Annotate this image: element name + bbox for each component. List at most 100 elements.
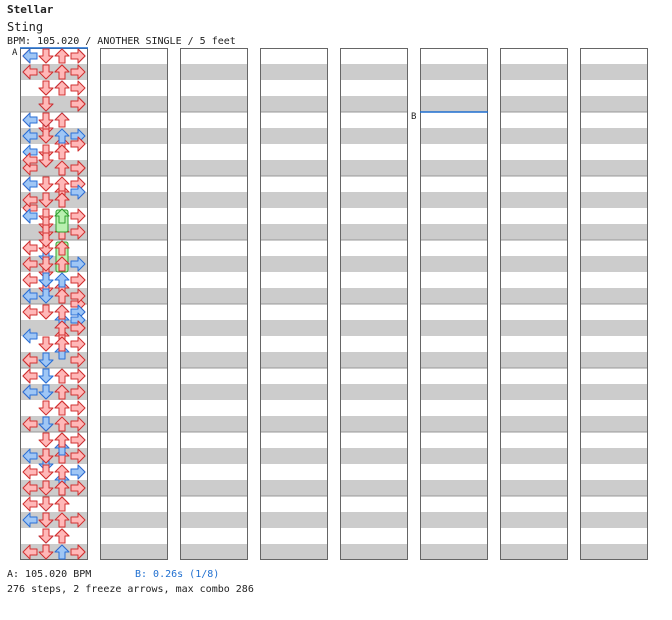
beat-stripe <box>180 352 248 368</box>
column-border <box>180 48 248 560</box>
right-arrow-icon <box>70 96 86 112</box>
beat-stripe <box>20 448 88 464</box>
right-arrow-icon <box>70 48 86 64</box>
up-arrow-icon <box>54 128 70 144</box>
beat-stripe <box>580 384 648 400</box>
down-arrow-icon <box>38 152 54 168</box>
beat-stripe <box>500 416 568 432</box>
beat-stripe <box>20 480 88 496</box>
beat-stripe <box>580 256 648 272</box>
marker-a-label: A <box>12 48 18 58</box>
left-arrow-icon <box>22 328 38 344</box>
right-arrow-icon <box>70 320 86 336</box>
beat-stripe <box>180 192 248 208</box>
up-arrow-icon <box>54 48 70 64</box>
beat-stripe <box>580 320 648 336</box>
beat-stripe <box>580 416 648 432</box>
beat-stripe <box>100 544 168 560</box>
up-arrow-icon <box>54 80 70 96</box>
right-arrow-icon <box>70 512 86 528</box>
column-border <box>100 48 168 560</box>
beat-stripe <box>100 128 168 144</box>
right-arrow-icon <box>70 368 86 384</box>
down-arrow-icon <box>38 368 54 384</box>
beat-stripe <box>500 160 568 176</box>
right-arrow-icon <box>70 136 86 152</box>
down-arrow-icon <box>38 400 54 416</box>
right-arrow-icon <box>70 336 86 352</box>
down-arrow-icon <box>38 496 54 512</box>
left-arrow-icon <box>22 448 38 464</box>
beat-stripe <box>500 320 568 336</box>
beat-stripe <box>180 224 248 240</box>
left-arrow-icon <box>22 128 38 144</box>
left-arrow-icon <box>22 384 38 400</box>
beat-stripe <box>180 288 248 304</box>
freeze-arrow-head-icon <box>54 208 70 224</box>
beat-stripe <box>340 128 408 144</box>
beat-stripe <box>20 416 88 432</box>
right-arrow-icon <box>70 352 86 368</box>
left-arrow-icon <box>22 48 38 64</box>
beat-stripe <box>340 416 408 432</box>
beat-stripe <box>260 224 328 240</box>
left-arrow-icon <box>22 512 38 528</box>
beat-stripe <box>180 320 248 336</box>
down-arrow-icon <box>38 272 54 288</box>
up-arrow-icon <box>54 176 70 192</box>
beat-stripe <box>260 544 328 560</box>
beat-stripe <box>340 288 408 304</box>
beat-stripe <box>580 224 648 240</box>
right-arrow-icon <box>70 224 86 240</box>
beat-stripe <box>420 224 488 240</box>
down-arrow-icon <box>38 544 54 560</box>
beat-stripe <box>580 128 648 144</box>
right-arrow-icon <box>70 184 86 200</box>
beat-stripe <box>340 224 408 240</box>
beat-stripe <box>580 512 648 528</box>
down-arrow-icon <box>38 256 54 272</box>
beat-stripe <box>260 64 328 80</box>
beat-stripe <box>420 192 488 208</box>
down-arrow-icon <box>38 192 54 208</box>
beat-stripe <box>420 480 488 496</box>
beat-stripe <box>260 160 328 176</box>
down-arrow-icon <box>38 352 54 368</box>
right-arrow-icon <box>70 416 86 432</box>
left-arrow-icon <box>22 192 38 208</box>
up-arrow-icon <box>54 496 70 512</box>
left-arrow-icon <box>22 352 38 368</box>
beat-stripe <box>260 448 328 464</box>
beat-stripe <box>260 256 328 272</box>
down-arrow-icon <box>38 384 54 400</box>
beat-stripe <box>500 224 568 240</box>
down-arrow-icon <box>38 304 54 320</box>
beat-stripe <box>340 480 408 496</box>
beat-stripe <box>20 320 88 336</box>
left-arrow-icon <box>22 464 38 480</box>
down-arrow-icon <box>38 416 54 432</box>
beat-stripe <box>20 256 88 272</box>
beat-stripe <box>500 96 568 112</box>
beat-stripe <box>580 352 648 368</box>
beat-stripe <box>180 384 248 400</box>
beat-stripe <box>260 128 328 144</box>
down-arrow-icon <box>38 336 54 352</box>
beat-stripe <box>340 448 408 464</box>
up-arrow-icon <box>54 272 70 288</box>
marker-b-label: B <box>411 112 417 122</box>
beat-stripe <box>500 448 568 464</box>
up-arrow-icon <box>54 544 70 560</box>
beat-stripe <box>580 480 648 496</box>
up-arrow-icon <box>54 480 70 496</box>
down-arrow-icon <box>38 512 54 528</box>
beat-stripe <box>180 448 248 464</box>
up-arrow-icon <box>54 384 70 400</box>
down-arrow-icon <box>38 176 54 192</box>
beat-stripe <box>260 352 328 368</box>
up-arrow-icon <box>54 368 70 384</box>
down-arrow-icon <box>38 96 54 112</box>
up-arrow-icon <box>54 240 70 256</box>
beat-stripe <box>420 512 488 528</box>
beat-stripe <box>500 128 568 144</box>
